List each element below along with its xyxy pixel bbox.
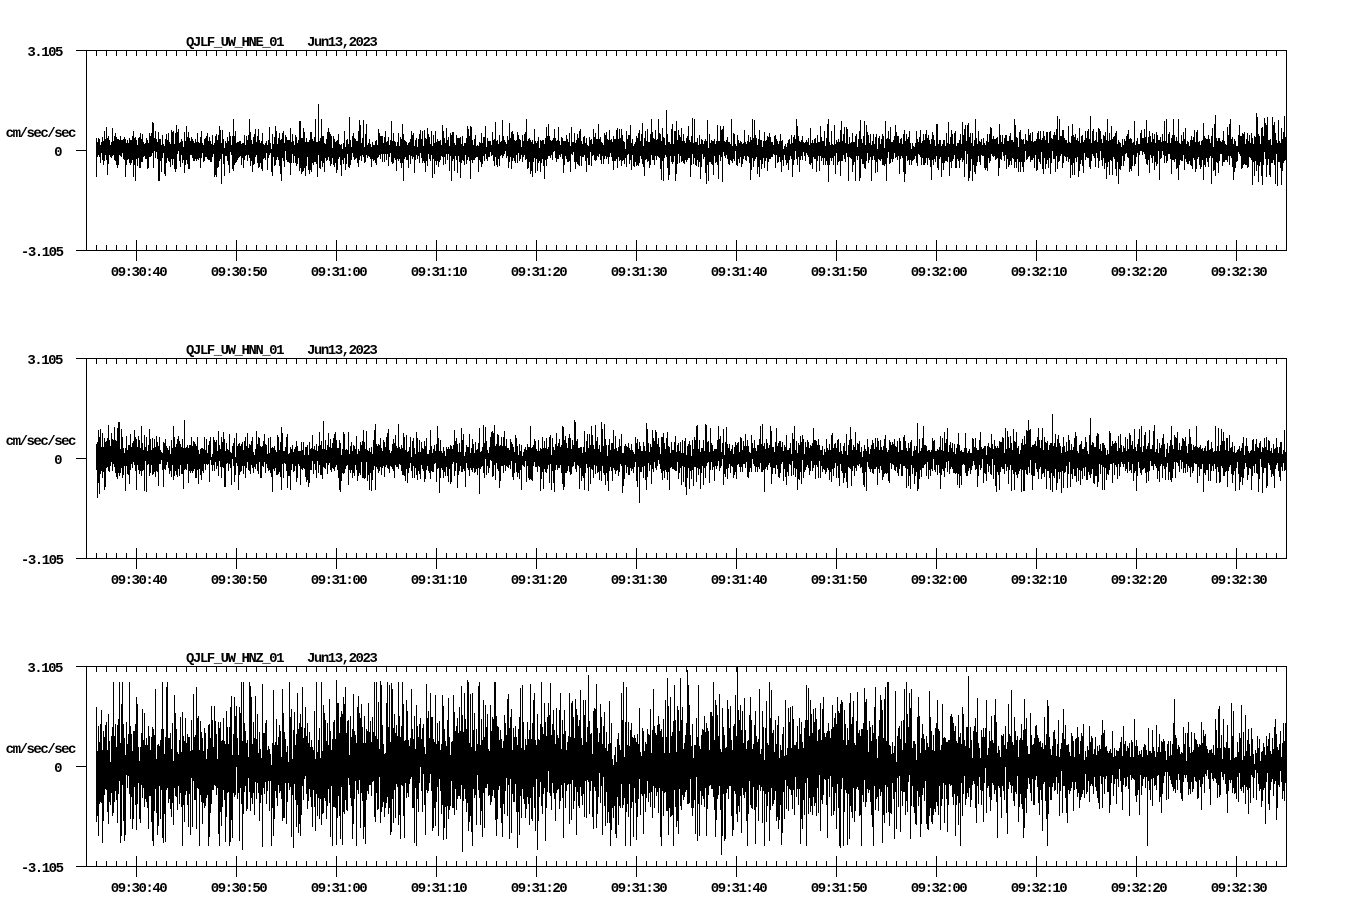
svg-text:09:30:50: 09:30:50	[211, 265, 268, 281]
svg-text:09:32:20: 09:32:20	[1111, 881, 1168, 897]
svg-text:QJLF_UW_HNE_01: QJLF_UW_HNE_01	[186, 35, 284, 51]
svg-text:09:31:10: 09:31:10	[411, 573, 468, 589]
svg-text:-3.105: -3.105	[21, 553, 64, 569]
svg-text:09:30:40: 09:30:40	[111, 265, 168, 281]
svg-text:cm/sec/sec: cm/sec/sec	[6, 742, 76, 758]
svg-text:09:32:20: 09:32:20	[1111, 573, 1168, 589]
svg-text:09:31:00: 09:31:00	[311, 881, 368, 897]
svg-text:09:31:40: 09:31:40	[711, 573, 768, 589]
svg-text:Jun13,2023: Jun13,2023	[307, 343, 377, 359]
svg-text:Jun13,2023: Jun13,2023	[307, 35, 377, 51]
svg-text:09:31:40: 09:31:40	[711, 881, 768, 897]
svg-text:09:31:30: 09:31:30	[611, 881, 668, 897]
svg-text:09:31:20: 09:31:20	[511, 573, 568, 589]
svg-text:3.105: 3.105	[27, 45, 63, 61]
svg-text:09:32:20: 09:32:20	[1111, 265, 1168, 281]
svg-text:09:32:30: 09:32:30	[1211, 265, 1268, 281]
svg-text:-3.105: -3.105	[21, 245, 64, 261]
svg-text:09:32:00: 09:32:00	[911, 881, 968, 897]
svg-text:09:30:50: 09:30:50	[211, 881, 268, 897]
svg-text:09:30:50: 09:30:50	[211, 573, 268, 589]
svg-text:QJLF_UW_HNZ_01: QJLF_UW_HNZ_01	[186, 651, 284, 667]
svg-text:09:31:10: 09:31:10	[411, 881, 468, 897]
svg-text:09:30:40: 09:30:40	[111, 881, 168, 897]
svg-text:09:31:40: 09:31:40	[711, 265, 768, 281]
svg-text:09:31:50: 09:31:50	[811, 881, 868, 897]
svg-text:09:32:00: 09:32:00	[911, 573, 968, 589]
svg-text:09:32:00: 09:32:00	[911, 265, 968, 281]
svg-text:09:31:20: 09:31:20	[511, 881, 568, 897]
svg-text:09:31:00: 09:31:00	[311, 265, 368, 281]
svg-text:09:31:00: 09:31:00	[311, 573, 368, 589]
svg-text:0: 0	[54, 761, 62, 777]
svg-text:09:30:40: 09:30:40	[111, 573, 168, 589]
svg-text:09:32:10: 09:32:10	[1011, 265, 1068, 281]
svg-text:cm/sec/sec: cm/sec/sec	[6, 434, 76, 450]
svg-text:09:31:10: 09:31:10	[411, 265, 468, 281]
svg-text:09:31:20: 09:31:20	[511, 265, 568, 281]
svg-text:09:32:10: 09:32:10	[1011, 881, 1068, 897]
svg-text:09:32:30: 09:32:30	[1211, 573, 1268, 589]
svg-text:3.105: 3.105	[27, 661, 63, 677]
svg-text:0: 0	[54, 145, 62, 161]
svg-text:09:31:30: 09:31:30	[611, 265, 668, 281]
svg-text:Jun13,2023: Jun13,2023	[307, 651, 377, 667]
svg-text:-3.105: -3.105	[21, 861, 64, 877]
svg-text:0: 0	[54, 453, 62, 469]
svg-text:09:32:10: 09:32:10	[1011, 573, 1068, 589]
svg-text:09:31:30: 09:31:30	[611, 573, 668, 589]
svg-text:09:31:50: 09:31:50	[811, 573, 868, 589]
svg-text:cm/sec/sec: cm/sec/sec	[6, 126, 76, 142]
svg-text:3.105: 3.105	[27, 353, 63, 369]
svg-text:09:32:30: 09:32:30	[1211, 881, 1268, 897]
svg-text:09:31:50: 09:31:50	[811, 265, 868, 281]
svg-text:QJLF_UW_HNN_01: QJLF_UW_HNN_01	[186, 343, 284, 359]
